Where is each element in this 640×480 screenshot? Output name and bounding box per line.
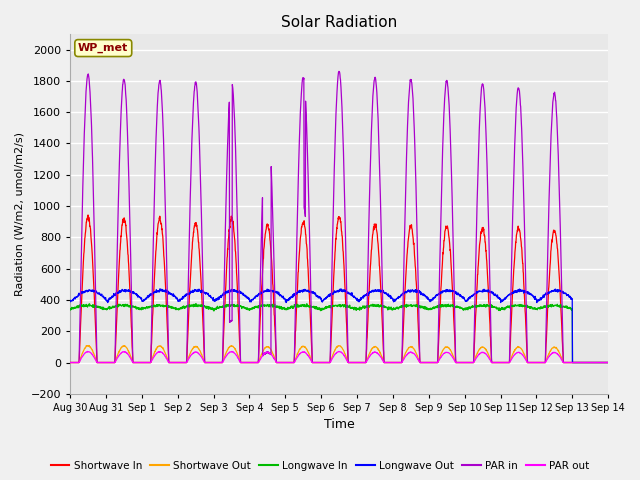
Legend: Shortwave In, Shortwave Out, Longwave In, Longwave Out, PAR in, PAR out: Shortwave In, Shortwave Out, Longwave In…: [47, 456, 593, 475]
Y-axis label: Radiation (W/m2, umol/m2/s): Radiation (W/m2, umol/m2/s): [15, 132, 25, 296]
Text: WP_met: WP_met: [78, 43, 129, 53]
X-axis label: Time: Time: [324, 419, 355, 432]
Title: Solar Radiation: Solar Radiation: [281, 15, 397, 30]
